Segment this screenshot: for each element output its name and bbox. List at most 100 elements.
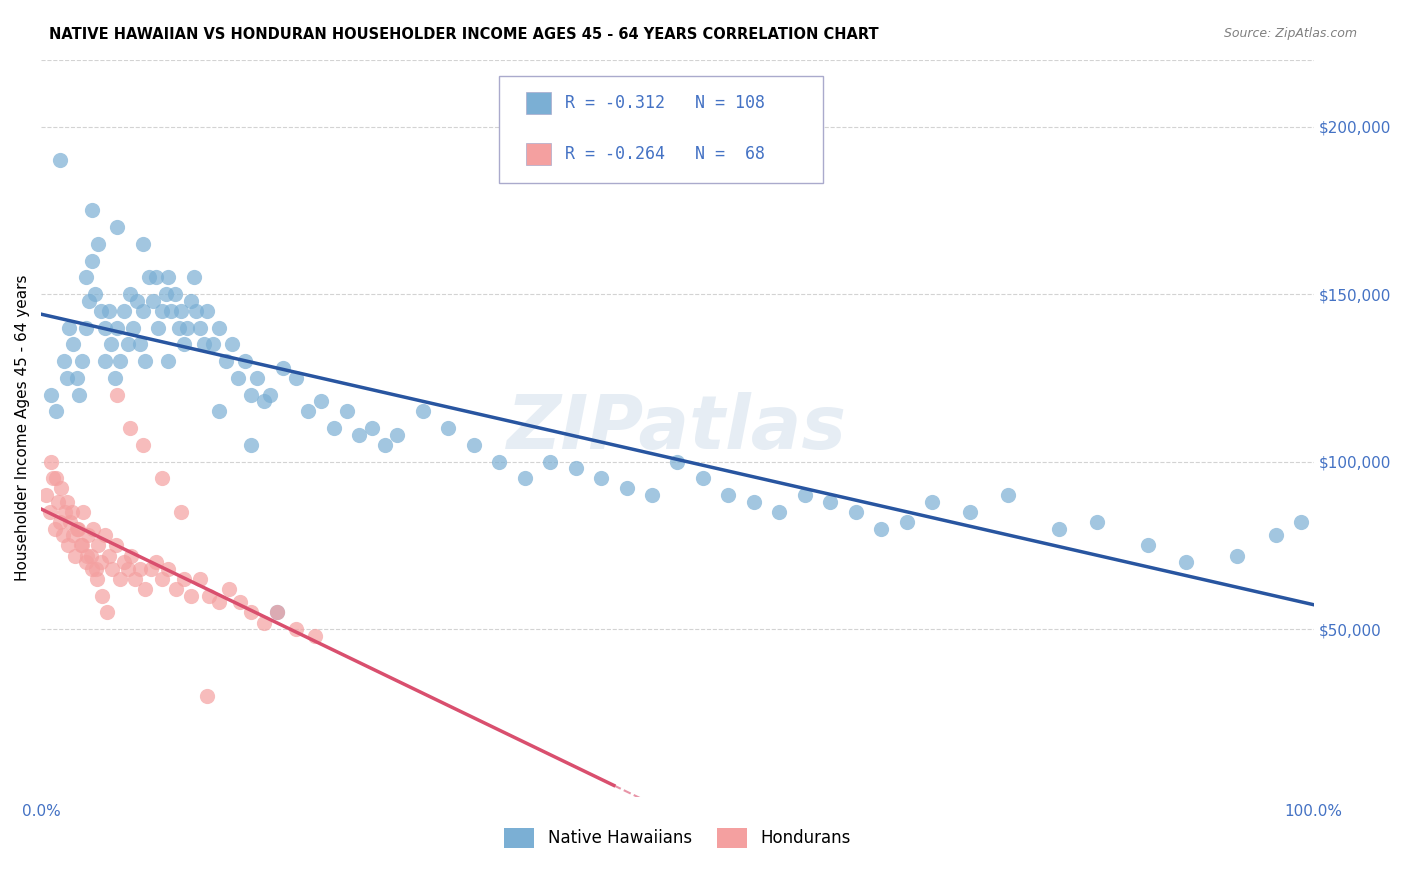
Point bbox=[155, 287, 177, 301]
Point bbox=[100, 337, 122, 351]
Point bbox=[387, 428, 409, 442]
Point bbox=[124, 572, 146, 586]
Point bbox=[62, 337, 84, 351]
Point bbox=[1264, 528, 1286, 542]
Point bbox=[49, 515, 72, 529]
Text: R = -0.312   N = 108: R = -0.312 N = 108 bbox=[565, 94, 765, 112]
Point bbox=[208, 320, 231, 334]
Point bbox=[266, 606, 288, 620]
Y-axis label: Householder Income Ages 45 - 64 years: Householder Income Ages 45 - 64 years bbox=[15, 275, 30, 582]
Point bbox=[80, 253, 103, 268]
Point bbox=[188, 320, 211, 334]
Point bbox=[66, 371, 89, 385]
Point bbox=[1175, 555, 1198, 569]
Point bbox=[921, 495, 943, 509]
Point bbox=[84, 562, 107, 576]
Point bbox=[93, 354, 115, 368]
Point bbox=[70, 538, 93, 552]
Point bbox=[87, 538, 110, 552]
Point bbox=[65, 549, 87, 563]
Point bbox=[60, 505, 83, 519]
Point bbox=[488, 455, 510, 469]
Point bbox=[120, 287, 142, 301]
Point bbox=[183, 270, 205, 285]
Point bbox=[45, 404, 67, 418]
Point bbox=[1226, 549, 1249, 563]
Point bbox=[108, 354, 131, 368]
Point bbox=[76, 549, 98, 563]
Point bbox=[112, 304, 135, 318]
Point bbox=[93, 320, 115, 334]
Point bbox=[201, 337, 224, 351]
Point bbox=[591, 471, 613, 485]
Text: ZIPatlas: ZIPatlas bbox=[508, 392, 848, 465]
Point bbox=[170, 304, 193, 318]
Point bbox=[870, 522, 893, 536]
Point bbox=[412, 404, 434, 418]
Point bbox=[180, 293, 202, 308]
Point bbox=[666, 455, 689, 469]
Point bbox=[56, 538, 79, 552]
Point bbox=[53, 505, 76, 519]
Legend: Native Hawaiians, Hondurans: Native Hawaiians, Hondurans bbox=[498, 822, 858, 855]
Point bbox=[160, 304, 183, 318]
Point bbox=[75, 555, 97, 569]
Point bbox=[176, 320, 198, 334]
Point bbox=[97, 549, 120, 563]
Point bbox=[121, 549, 143, 563]
Point bbox=[208, 404, 231, 418]
Point bbox=[70, 354, 93, 368]
Point bbox=[105, 538, 128, 552]
Point bbox=[463, 438, 485, 452]
Point bbox=[284, 371, 307, 385]
Point bbox=[45, 471, 67, 485]
Point bbox=[349, 428, 371, 442]
Point bbox=[66, 522, 89, 536]
Point bbox=[564, 461, 586, 475]
Point bbox=[62, 528, 84, 542]
Point bbox=[259, 387, 281, 401]
Point bbox=[304, 629, 326, 643]
Point bbox=[44, 522, 66, 536]
Point bbox=[818, 495, 841, 509]
Point bbox=[157, 562, 180, 576]
Point bbox=[39, 455, 62, 469]
Point bbox=[67, 387, 90, 401]
Point bbox=[129, 337, 152, 351]
Point bbox=[87, 236, 110, 251]
Point bbox=[91, 589, 114, 603]
Point bbox=[142, 293, 165, 308]
Point bbox=[121, 320, 143, 334]
Point bbox=[233, 354, 256, 368]
Point bbox=[72, 505, 94, 519]
Point bbox=[83, 287, 105, 301]
Point bbox=[335, 404, 357, 418]
Point bbox=[101, 562, 124, 576]
Point bbox=[80, 203, 103, 218]
Point bbox=[79, 293, 101, 308]
Point bbox=[186, 304, 208, 318]
Point bbox=[437, 421, 460, 435]
Point bbox=[163, 287, 186, 301]
Point bbox=[134, 582, 156, 596]
Point bbox=[768, 505, 790, 519]
Point bbox=[997, 488, 1019, 502]
Point bbox=[167, 320, 190, 334]
Point bbox=[240, 438, 263, 452]
Point bbox=[53, 354, 76, 368]
Point bbox=[69, 538, 91, 552]
Point bbox=[150, 471, 173, 485]
Point bbox=[692, 471, 714, 485]
Point bbox=[253, 615, 276, 630]
Point bbox=[193, 337, 215, 351]
Point bbox=[104, 371, 127, 385]
Point bbox=[896, 515, 918, 529]
Point bbox=[845, 505, 868, 519]
Point bbox=[46, 495, 69, 509]
Point bbox=[198, 589, 221, 603]
Point bbox=[97, 304, 120, 318]
Point bbox=[170, 505, 193, 519]
Point bbox=[75, 320, 97, 334]
Point bbox=[616, 482, 638, 496]
Point bbox=[1289, 515, 1312, 529]
